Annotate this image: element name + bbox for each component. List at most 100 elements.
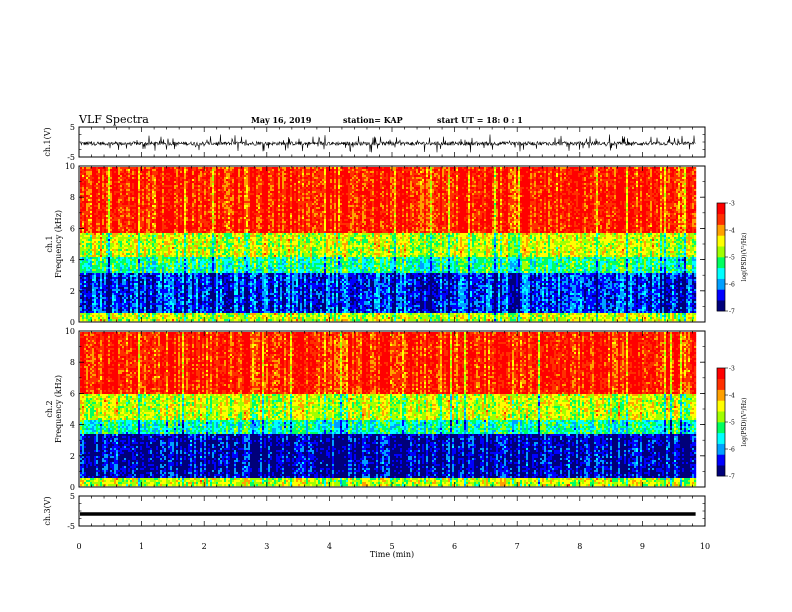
spec1-cell <box>154 207 157 210</box>
spec1-cell <box>120 295 123 298</box>
spec1-cell <box>94 297 97 300</box>
spec1-cell <box>112 243 115 246</box>
spec1-cell <box>144 247 147 250</box>
spec1-cell <box>180 215 183 218</box>
spec1-cell <box>114 223 117 226</box>
spec1-cell <box>130 219 133 222</box>
spec1-cell <box>170 185 173 188</box>
spec1-cell <box>132 177 135 180</box>
spec1-cell <box>174 225 177 228</box>
spec1-cell <box>152 203 155 206</box>
spec1-cell <box>90 175 93 178</box>
spec1-cell <box>176 231 179 234</box>
spec1-cell <box>132 225 135 228</box>
spec1-cell <box>166 319 169 322</box>
spec1-cell <box>128 175 131 178</box>
spec1-cell <box>84 221 87 224</box>
spec1-cell <box>200 229 203 232</box>
spec1-cell <box>116 225 119 228</box>
spec1-cell <box>124 229 127 232</box>
spec1-cell <box>156 249 159 252</box>
spec1-cell <box>98 289 101 292</box>
spec1-cell <box>152 197 155 200</box>
spec1-cell <box>122 181 125 184</box>
spec1-cell <box>160 231 163 234</box>
spec1-cell <box>170 167 173 170</box>
spec1-cell <box>116 207 119 210</box>
spec1-cell <box>186 255 189 258</box>
spec1-cell <box>114 205 117 208</box>
spec1-cell <box>98 243 101 246</box>
spec1-cell <box>188 275 191 278</box>
spec1-cell <box>122 197 125 200</box>
spec1-cell <box>146 237 149 240</box>
spec1-cell <box>196 269 199 272</box>
spec1-cell <box>128 245 131 248</box>
spec1-cell <box>140 247 143 250</box>
spec1-cell <box>142 183 145 186</box>
spec1-cell <box>204 305 207 308</box>
spec1-cell <box>98 281 101 284</box>
spec1-cell <box>140 167 143 170</box>
spec1-cell <box>104 205 107 208</box>
spec1-cell <box>182 245 185 248</box>
spec1-cell <box>178 257 181 260</box>
spec1-cell <box>84 287 87 290</box>
spec1-cell <box>148 265 151 268</box>
spec1-cell <box>162 273 165 276</box>
spec1-cell <box>92 179 95 182</box>
spec1-cell <box>84 289 87 292</box>
spec1-cell <box>104 279 107 282</box>
spec1-cell <box>148 303 151 306</box>
spec1-cell <box>166 255 169 258</box>
spec1-cell <box>102 271 105 274</box>
spec1-cell <box>86 243 89 246</box>
spec1-cell <box>126 183 129 186</box>
spec1-cell <box>114 217 117 220</box>
spec1-cell <box>182 213 185 216</box>
spec1-cell <box>122 183 125 186</box>
spec1-cell <box>190 301 193 304</box>
spec1-cell <box>146 299 149 302</box>
spec1-cell <box>96 253 99 256</box>
spec1-cell <box>126 297 129 300</box>
spec1-cell <box>132 211 135 214</box>
spec1-cell <box>186 287 189 290</box>
spec1-cell <box>130 187 133 190</box>
spec1-cell <box>136 195 139 198</box>
spec1-cell <box>150 283 153 286</box>
spec1-cell <box>190 219 193 222</box>
spec1-cell <box>194 247 197 250</box>
spec1-cell <box>176 203 179 206</box>
spec1-cell <box>174 259 177 262</box>
spec1-cell <box>180 239 183 242</box>
spec1-cell <box>168 305 171 308</box>
spec1-cell <box>162 271 165 274</box>
spec1-cell <box>132 187 135 190</box>
spec1-cell <box>84 183 87 186</box>
spec1-cell <box>138 215 141 218</box>
spec1-cell <box>124 265 127 268</box>
spec1-cell <box>170 173 173 176</box>
spec1-cell <box>120 205 123 208</box>
spec1-cell <box>174 309 177 312</box>
spec1-cell <box>88 249 91 252</box>
spec1-cell <box>144 279 147 282</box>
spec1-cell <box>156 243 159 246</box>
spec1-cell <box>136 209 139 212</box>
spec1-cell <box>132 311 135 314</box>
spec1-cell <box>160 179 163 182</box>
spec1-cell <box>84 265 87 268</box>
spec1-cell <box>158 303 161 306</box>
spec1-cell <box>80 235 83 238</box>
spec1-cell <box>146 305 149 308</box>
spec1-cell <box>148 309 151 312</box>
spec1-cell <box>144 289 147 292</box>
spec1-cell <box>182 297 185 300</box>
spec1-cell <box>92 169 95 172</box>
spec1-cell <box>96 167 99 170</box>
spec1-cell <box>84 273 87 276</box>
spec1-cell <box>156 253 159 256</box>
spec1-cell <box>178 309 181 312</box>
spec1-cell <box>90 301 93 304</box>
